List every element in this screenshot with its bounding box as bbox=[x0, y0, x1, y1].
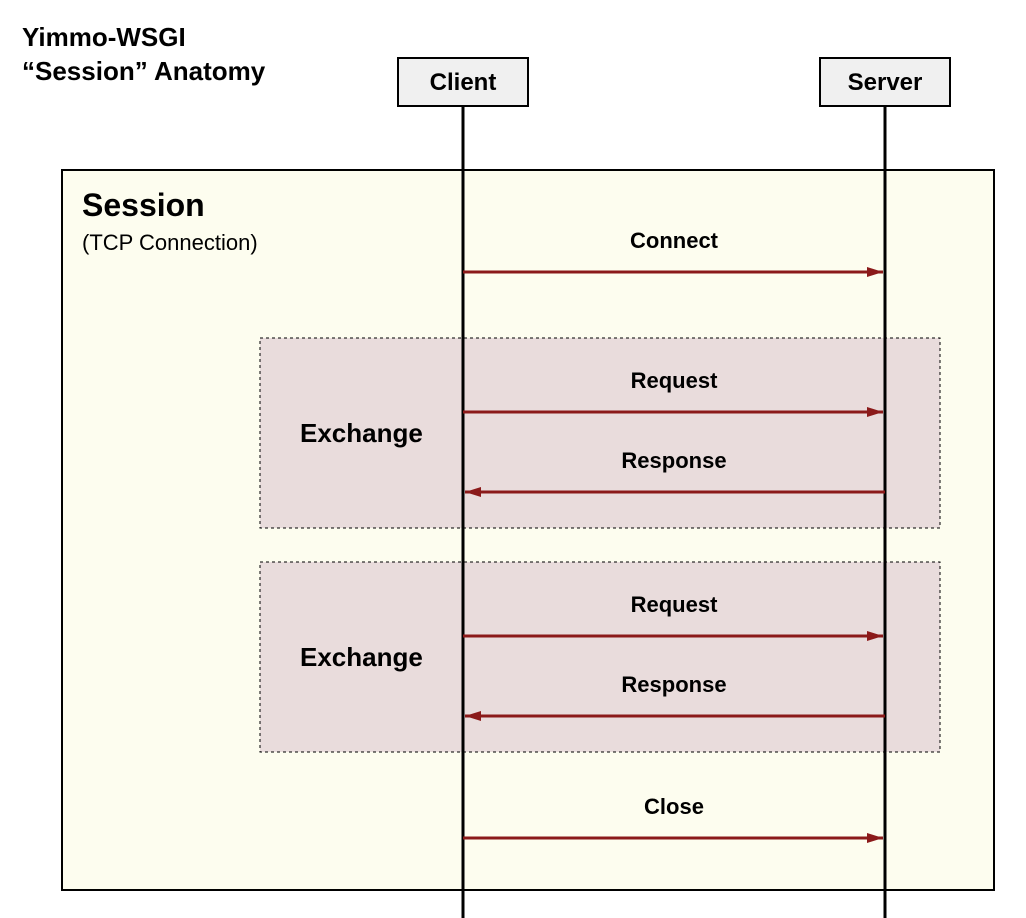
diagram-title-line2: “Session” Anatomy bbox=[22, 56, 266, 86]
diagram-title-line1: Yimmo-WSGI bbox=[22, 22, 186, 52]
message-label: Response bbox=[621, 448, 726, 473]
exchange-label: Exchange bbox=[300, 642, 423, 672]
session-title: Session bbox=[82, 187, 205, 223]
server-label: Server bbox=[848, 69, 923, 96]
exchange-label: Exchange bbox=[300, 418, 423, 448]
message-label: Request bbox=[631, 592, 718, 617]
message-label: Close bbox=[644, 794, 704, 819]
client-label: Client bbox=[430, 69, 497, 96]
message-label: Request bbox=[631, 368, 718, 393]
message-label: Response bbox=[621, 672, 726, 697]
session-subtitle: (TCP Connection) bbox=[82, 230, 258, 255]
session-box bbox=[62, 170, 994, 890]
message-label: Connect bbox=[630, 228, 719, 253]
